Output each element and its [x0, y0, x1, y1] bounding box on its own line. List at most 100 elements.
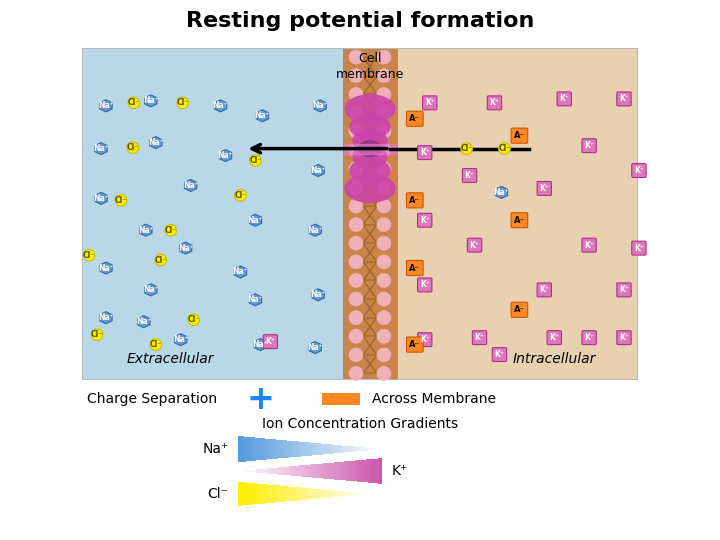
Text: Na⁺: Na⁺ — [173, 335, 189, 344]
Polygon shape — [150, 137, 162, 148]
FancyBboxPatch shape — [407, 337, 423, 352]
FancyBboxPatch shape — [557, 92, 572, 106]
Bar — [258, 484, 260, 504]
Bar — [297, 442, 300, 457]
Bar — [271, 468, 273, 474]
Bar — [325, 444, 326, 454]
Bar — [287, 441, 289, 457]
Bar — [264, 469, 266, 473]
Bar — [329, 490, 330, 497]
Polygon shape — [174, 334, 187, 346]
Text: K⁺: K⁺ — [420, 280, 430, 289]
Circle shape — [115, 194, 127, 206]
Text: Na⁺: Na⁺ — [178, 244, 194, 253]
Bar — [297, 465, 300, 476]
FancyBboxPatch shape — [423, 96, 437, 110]
Bar — [354, 447, 355, 451]
Bar — [359, 447, 361, 451]
FancyBboxPatch shape — [418, 213, 432, 227]
Bar — [289, 487, 291, 501]
Polygon shape — [309, 224, 321, 236]
Bar — [330, 444, 332, 454]
Bar — [300, 442, 301, 456]
Bar — [244, 470, 246, 471]
Bar — [344, 144, 396, 153]
Polygon shape — [184, 179, 197, 192]
Bar — [307, 442, 308, 456]
Bar — [255, 483, 256, 504]
Bar — [276, 440, 278, 458]
FancyBboxPatch shape — [467, 238, 482, 252]
Ellipse shape — [345, 95, 395, 123]
Text: Charge Separation: Charge Separation — [87, 393, 217, 406]
Bar — [371, 459, 373, 483]
Text: K⁺: K⁺ — [425, 98, 435, 107]
Bar — [288, 487, 289, 501]
Circle shape — [349, 255, 363, 269]
Bar — [278, 440, 279, 458]
FancyBboxPatch shape — [547, 330, 562, 345]
Bar — [266, 438, 267, 460]
Bar — [290, 441, 292, 457]
Polygon shape — [145, 95, 157, 107]
Text: K⁺: K⁺ — [584, 333, 594, 342]
Text: Ion Concentration Gradients: Ion Concentration Gradients — [262, 417, 458, 431]
Bar — [359, 460, 361, 482]
Bar — [273, 485, 274, 503]
Circle shape — [349, 125, 363, 138]
Text: Cl⁻: Cl⁻ — [498, 144, 510, 153]
Text: Cl⁻: Cl⁻ — [187, 315, 199, 324]
Bar — [249, 470, 251, 472]
Bar — [311, 489, 312, 499]
Text: A⁻: A⁻ — [514, 305, 525, 314]
Bar — [366, 448, 368, 450]
Bar — [302, 488, 305, 500]
FancyBboxPatch shape — [418, 278, 432, 292]
Bar — [350, 446, 351, 452]
Bar — [238, 436, 240, 462]
Circle shape — [91, 329, 103, 341]
Ellipse shape — [345, 174, 395, 202]
Bar — [343, 491, 346, 496]
Circle shape — [499, 143, 510, 154]
Bar — [348, 492, 350, 496]
Bar — [251, 470, 253, 472]
Circle shape — [150, 339, 161, 350]
Polygon shape — [249, 214, 261, 226]
Bar — [343, 462, 344, 481]
Bar — [361, 460, 362, 482]
Bar — [253, 437, 255, 461]
Polygon shape — [495, 186, 508, 198]
Circle shape — [377, 236, 391, 250]
Bar — [368, 448, 369, 450]
FancyBboxPatch shape — [582, 238, 596, 252]
Bar — [266, 484, 268, 503]
Bar — [305, 442, 307, 456]
Text: Na⁺: Na⁺ — [248, 216, 264, 225]
Bar — [271, 485, 273, 503]
Text: Across Membrane: Across Membrane — [372, 393, 496, 406]
Bar — [339, 445, 341, 453]
Polygon shape — [95, 143, 107, 154]
Bar — [352, 492, 354, 496]
Bar — [274, 440, 276, 459]
Bar — [312, 443, 314, 455]
Bar — [341, 446, 343, 453]
Bar — [325, 490, 327, 498]
Bar — [301, 488, 302, 500]
Bar — [369, 448, 371, 450]
Bar — [283, 440, 285, 458]
FancyBboxPatch shape — [511, 213, 528, 228]
Bar — [251, 483, 253, 504]
Bar — [369, 459, 371, 483]
Bar — [355, 492, 357, 495]
Text: Na⁺: Na⁺ — [98, 264, 114, 273]
Bar — [360, 493, 361, 495]
Bar — [301, 465, 303, 477]
Text: K⁺: K⁺ — [619, 333, 629, 342]
Bar — [320, 489, 323, 498]
Bar — [362, 460, 364, 482]
Bar — [315, 443, 318, 455]
Circle shape — [377, 162, 391, 176]
Bar — [292, 466, 294, 476]
